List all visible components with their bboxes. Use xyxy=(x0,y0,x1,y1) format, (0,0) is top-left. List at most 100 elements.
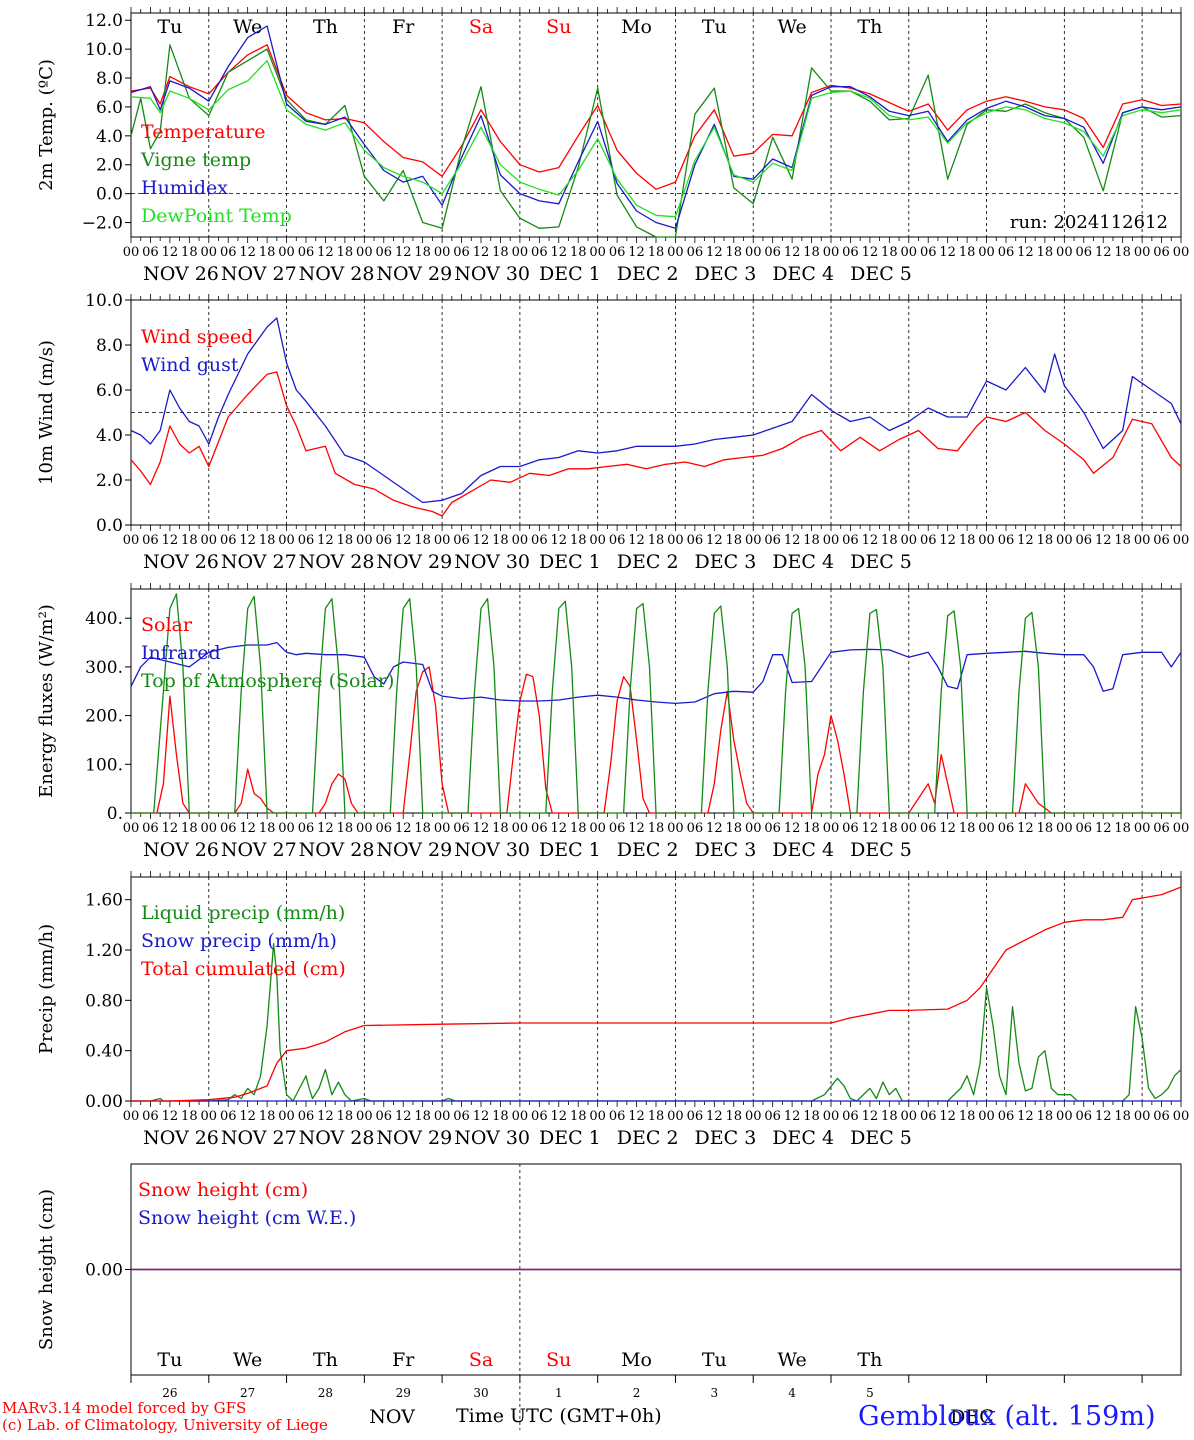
hour-label: 00 xyxy=(589,245,606,260)
date-label: DEC 1 xyxy=(539,263,601,285)
legend-entry: Solar xyxy=(141,614,193,636)
date-label: DEC 1 xyxy=(539,1127,601,1149)
hour-label: 12 xyxy=(628,245,645,260)
hour-label: 18 xyxy=(492,533,509,548)
hour-label: 12 xyxy=(551,533,568,548)
hour-label: 06 xyxy=(298,821,315,836)
legend-entry: Infrared xyxy=(141,642,221,664)
hour-label: 06 xyxy=(998,533,1015,548)
hour-label: 06 xyxy=(220,245,237,260)
legend-entry: Snow height (cm W.E.) xyxy=(138,1207,356,1229)
hour-label: 06 xyxy=(687,245,704,260)
hour-label: 06 xyxy=(998,245,1015,260)
hour-label: 06 xyxy=(842,245,859,260)
hour-label: 18 xyxy=(1114,533,1131,548)
hour-label: 00 xyxy=(434,245,451,260)
series-line xyxy=(131,666,1181,814)
y-axis-label: Energy fluxes (W/m²) xyxy=(36,604,57,798)
date-label: NOV 28 xyxy=(299,839,375,861)
day-name: We xyxy=(233,16,262,38)
y-axis-label: Precip (mm/h) xyxy=(36,924,57,1054)
legend-entry: Top of Atmosphere (Solar) xyxy=(141,670,394,692)
hour-label: 00 xyxy=(278,533,295,548)
hour-label: 12 xyxy=(784,1109,801,1124)
y-tick-label: 6.0 xyxy=(96,98,123,118)
y-tick-label: 0.00 xyxy=(85,1092,123,1112)
date-label: NOV 29 xyxy=(376,839,452,861)
hour-label: 06 xyxy=(142,1109,159,1124)
date-label: NOV 27 xyxy=(221,839,297,861)
y-tick-label: 0. xyxy=(107,804,123,824)
hour-label: 12 xyxy=(628,1109,645,1124)
day-name: Th xyxy=(313,1349,338,1371)
hour-label: 00 xyxy=(1056,821,1073,836)
snow-height-panel: 0.00 Snow height (cm) Tu We Th Fr Sa Su Mo Tu We Th… xyxy=(36,1163,1182,1430)
hour-label: 00 xyxy=(1173,1109,1190,1124)
hour-label: 18 xyxy=(959,821,976,836)
hour-label: 18 xyxy=(726,1109,743,1124)
hour-label: 12 xyxy=(239,821,256,836)
hour-label: 18 xyxy=(570,245,587,260)
date-label: NOV 29 xyxy=(376,263,452,285)
day-name: Th xyxy=(857,1349,882,1371)
day-name: Sa xyxy=(469,1349,493,1371)
hour-label: 12 xyxy=(395,821,412,836)
y-axis-label: 2m Temp. (ºC) xyxy=(36,59,57,191)
hour-label: 12 xyxy=(162,1109,179,1124)
hour-label: 12 xyxy=(317,821,334,836)
date-label: NOV 27 xyxy=(221,263,297,285)
hour-label: 00 xyxy=(201,245,218,260)
hour-label: 06 xyxy=(531,245,548,260)
y-tick-label: 6.0 xyxy=(96,381,123,401)
hour-label: 18 xyxy=(181,821,198,836)
hour-label: 18 xyxy=(881,533,898,548)
hour-label: 18 xyxy=(259,821,276,836)
date-label: DEC 2 xyxy=(617,551,679,573)
hour-label: 00 xyxy=(512,1109,529,1124)
hour-label: 18 xyxy=(492,821,509,836)
hour-label: 06 xyxy=(142,533,159,548)
hour-label: 18 xyxy=(726,245,743,260)
y-tick-label: 0.0 xyxy=(96,516,123,536)
hour-label: 12 xyxy=(862,1109,879,1124)
hour-label: 18 xyxy=(881,245,898,260)
hour-label: 12 xyxy=(395,1109,412,1124)
hour-label: 18 xyxy=(414,1109,431,1124)
series-line xyxy=(130,44,1182,190)
date-label: NOV 30 xyxy=(454,263,530,285)
hour-label: 00 xyxy=(1173,245,1190,260)
hour-label: 12 xyxy=(395,245,412,260)
hour-label: 12 xyxy=(473,1109,490,1124)
hour-label: 06 xyxy=(298,533,315,548)
hour-label: 06 xyxy=(687,821,704,836)
day-number: 27 xyxy=(240,1386,255,1400)
hour-label: 06 xyxy=(220,1109,237,1124)
hour-label: 00 xyxy=(201,821,218,836)
hour-label: 00 xyxy=(589,533,606,548)
hour-label: 18 xyxy=(414,245,431,260)
series-line xyxy=(130,60,1182,218)
day-name: Mo xyxy=(621,16,652,38)
hour-label: 18 xyxy=(414,533,431,548)
hour-label: 06 xyxy=(531,821,548,836)
hour-label: 12 xyxy=(473,533,490,548)
legend-entry: Total cumulated (cm) xyxy=(141,958,346,980)
hour-label: 12 xyxy=(162,245,179,260)
hour-label: 18 xyxy=(492,245,509,260)
day-number: 3 xyxy=(711,1386,719,1400)
legend-entry: Snow height (cm) xyxy=(138,1179,308,1201)
hour-label: 12 xyxy=(162,821,179,836)
hour-label: 06 xyxy=(376,1109,393,1124)
hour-label: 12 xyxy=(551,245,568,260)
date-label: NOV 30 xyxy=(454,839,530,861)
hour-label: 00 xyxy=(1134,821,1151,836)
hour-label: 12 xyxy=(784,821,801,836)
hour-label: 18 xyxy=(1037,1109,1054,1124)
date-label: NOV 26 xyxy=(143,551,219,573)
y-tick-label: 12.0 xyxy=(85,11,123,31)
hour-label: 00 xyxy=(201,1109,218,1124)
hour-label: 18 xyxy=(726,533,743,548)
hour-label: 00 xyxy=(123,533,140,548)
day-name: Th xyxy=(857,16,882,38)
